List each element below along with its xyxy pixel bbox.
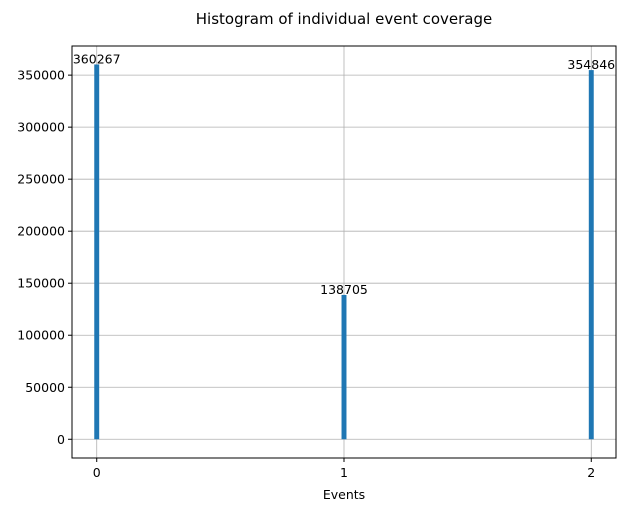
y-tick-label: 250000: [17, 172, 65, 187]
ticks-layer: 0 50000 100000 150000 200000 250000 300000 3500…: [17, 68, 595, 480]
data-labels-layer: 360267 138705 354846: [73, 51, 615, 297]
data-label: 354846: [567, 57, 615, 72]
bar: [588, 70, 594, 440]
bar: [341, 294, 347, 440]
y-tick-label: 200000: [17, 224, 65, 239]
y-tick-label: 300000: [17, 120, 65, 135]
chart-title: Histogram of individual event coverage: [196, 10, 493, 28]
x-tick-label: 0: [93, 465, 101, 480]
data-label: 138705: [320, 282, 368, 297]
x-tick-label: 1: [340, 465, 348, 480]
y-tick-label: 50000: [25, 380, 65, 395]
x-tick-label: 2: [587, 465, 595, 480]
y-tick-label: 0: [57, 432, 65, 447]
data-label: 360267: [73, 51, 121, 66]
y-tick-label: 350000: [17, 68, 65, 83]
y-tick-label: 100000: [17, 328, 65, 343]
bars-layer: [94, 64, 594, 440]
y-tick-label: 150000: [17, 276, 65, 291]
bar: [94, 64, 100, 440]
x-axis-label: Events: [323, 487, 365, 502]
